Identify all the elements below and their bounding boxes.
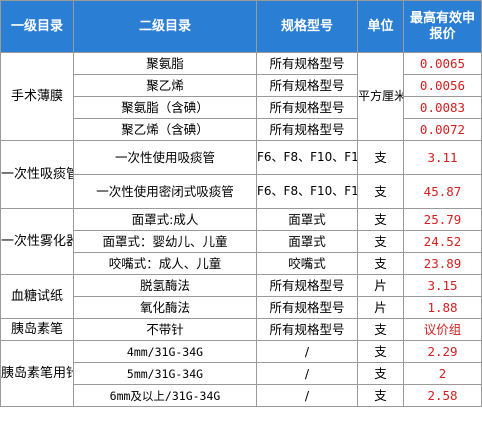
unit-cell: 支 (357, 384, 404, 407)
item-spec: 所有规格型号 (256, 296, 358, 319)
price-cell: 1.88 (403, 296, 482, 319)
price-cell: 2.58 (403, 384, 482, 407)
unit-cell: 支 (357, 252, 404, 275)
category-cell: 一次性雾化器 (0, 208, 74, 275)
item-name: 面罩式:成人 (73, 208, 257, 231)
item-name: 脱氢酶法 (73, 274, 257, 297)
price-cell: 25.79 (403, 208, 482, 231)
category-cell: 手术薄膜 (0, 52, 74, 141)
table-row: 一次性吸痰管 一次性使用吸痰管 F6、F8、F10、F12、F14、F16 支 … (0, 140, 482, 209)
item-name: 不带针 (73, 318, 257, 341)
category-cell: 一次性吸痰管 (0, 140, 74, 209)
item-spec: 所有规格型号 (256, 318, 358, 341)
table-row: 手术薄膜 聚氨脂 所有规格型号 平方厘米 0.0065 (0, 52, 482, 141)
price-cell: 45.87 (403, 174, 482, 209)
item-name: 一次性使用吸痰管 (73, 140, 257, 175)
price-cell: 3.11 (403, 140, 482, 175)
item-name: 聚氨脂 (73, 52, 257, 75)
price-cell: 0.0056 (403, 74, 482, 97)
item-spec: 所有规格型号 (256, 74, 358, 97)
price-cell: 24.52 (403, 230, 482, 253)
item-name: 一次性使用密闭式吸痰管 (73, 174, 257, 209)
table-row: 一次性雾化器 面罩式:成人 面罩式 支 25.79 (0, 208, 482, 275)
item-spec: F6、F8、F10、F12、F14、F16 (256, 174, 358, 209)
table-row: 聚乙烯 所有规格型号 0.0056 (1, 74, 482, 97)
table-row: 6mm及以上/31G-34G / 支 2.58 (1, 384, 482, 407)
item-spec: F6、F8、F10、F12、F14、F16 (256, 140, 358, 175)
item-name: 4mm/31G-34G (73, 340, 257, 363)
item-spec: / (256, 384, 358, 407)
unit-cell: 片 (357, 274, 404, 297)
unit-cell: 片 (357, 296, 404, 319)
price-cell: 0.0083 (403, 96, 482, 119)
item-name: 面罩式：婴幼儿、儿童 (73, 230, 257, 253)
price-cell: 3.15 (403, 274, 482, 297)
unit-cell: 支 (357, 230, 404, 253)
item-spec: 所有规格型号 (256, 274, 358, 297)
price-cell: 0.0065 (403, 52, 482, 75)
item-name: 氧化酶法 (73, 296, 257, 319)
unit-cell: 平方厘米 (357, 52, 404, 141)
unit-cell: 支 (357, 174, 404, 209)
category-cell: 胰岛素笔 (0, 318, 74, 341)
item-spec: 所有规格型号 (256, 52, 358, 75)
header-spec: 规格型号 (256, 0, 358, 53)
item-name: 聚乙烯 (73, 74, 257, 97)
header-level2: 二级目录 (73, 0, 257, 53)
unit-cell: 支 (357, 362, 404, 385)
item-spec: / (256, 362, 358, 385)
item-spec: 所有规格型号 (256, 96, 358, 119)
table-row: 氧化酶法 所有规格型号 片 1.88 (1, 296, 482, 319)
item-name: 咬嘴式：成人、儿童 (73, 252, 257, 275)
price-cell: 0.0072 (403, 118, 482, 141)
unit-cell: 支 (357, 340, 404, 363)
table-row: 一次性使用密闭式吸痰管 F6、F8、F10、F12、F14、F16 支 45.8… (1, 174, 482, 209)
item-spec: 咬嘴式 (256, 252, 358, 275)
unit-cell: 支 (357, 318, 404, 341)
category-cell: 胰岛素笔用针头 (0, 340, 74, 407)
table-row: 5mm/31G-34G / 支 2 (1, 362, 482, 385)
header-price: 最高有效申报价 (403, 0, 482, 53)
item-spec: / (256, 340, 358, 363)
price-cell: 2 (403, 362, 482, 385)
price-cell: 2.29 (403, 340, 482, 363)
item-spec: 面罩式 (256, 230, 358, 253)
header-unit: 单位 (357, 0, 404, 53)
category-cell: 血糖试纸 (0, 274, 74, 319)
header-level1: 一级目录 (0, 0, 74, 53)
item-name: 6mm及以上/31G-34G (73, 384, 257, 407)
item-name: 聚乙烯（含碘） (73, 118, 257, 141)
table-row: 胰岛素笔用针头 4mm/31G-34G / 支 2.29 (0, 340, 482, 407)
table-row: 聚氨脂（含碘） 所有规格型号 0.0083 (1, 96, 482, 119)
item-spec: 面罩式 (256, 208, 358, 231)
table-row: 聚乙烯（含碘） 所有规格型号 0.0072 (1, 118, 482, 141)
unit-cell: 支 (357, 208, 404, 231)
item-spec: 所有规格型号 (256, 118, 358, 141)
header-row: 一级目录 二级目录 规格型号 单位 最高有效申报价 (0, 0, 482, 53)
unit-cell: 支 (357, 140, 404, 175)
price-cell: 23.89 (403, 252, 482, 275)
price-table: 一级目录 二级目录 规格型号 单位 最高有效申报价 手术薄膜 聚氨脂 所有规格型… (0, 0, 482, 407)
item-name: 聚氨脂（含碘） (73, 96, 257, 119)
table-row: 血糖试纸 脱氢酶法 所有规格型号 片 3.15 (0, 274, 482, 319)
price-cell: 议价组 (403, 318, 482, 341)
table-row: 咬嘴式：成人、儿童 咬嘴式 支 23.89 (1, 252, 482, 275)
item-name: 5mm/31G-34G (73, 362, 257, 385)
table-row: 胰岛素笔 不带针 所有规格型号 支 议价组 (0, 318, 482, 341)
